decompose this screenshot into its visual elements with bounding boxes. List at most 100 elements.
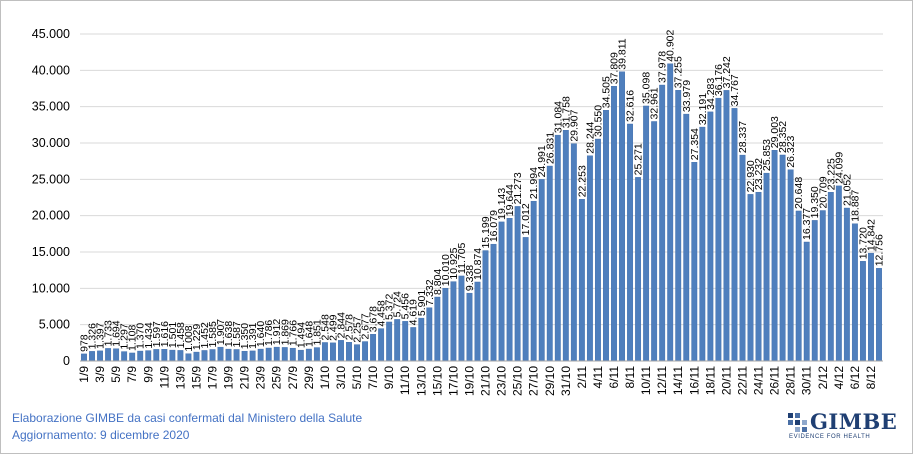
- data-label: 24.991: [536, 145, 548, 177]
- bar: [859, 261, 866, 362]
- x-tick-label: 29/9: [302, 366, 316, 390]
- bar: [193, 351, 200, 362]
- bar: [129, 352, 136, 362]
- data-label: 1.370: [135, 323, 147, 349]
- data-label: 1.501: [167, 322, 179, 348]
- bar: [811, 220, 818, 362]
- bar: [771, 150, 778, 362]
- x-tick-label: 8/11: [623, 366, 637, 389]
- data-label: 39.811: [617, 38, 629, 69]
- data-label: 31.758: [560, 96, 572, 128]
- bar: [450, 281, 457, 362]
- bar: [185, 353, 192, 362]
- x-tick-label: 2/12: [816, 366, 830, 390]
- bar: [169, 349, 176, 362]
- x-tick-label: 25/9: [270, 366, 284, 390]
- data-label: 1.326: [87, 323, 99, 349]
- bar: [747, 194, 754, 362]
- y-tick-label: 10.000: [32, 281, 70, 295]
- data-label: 16.079: [488, 210, 500, 242]
- x-tick-label: 8/12: [864, 366, 878, 390]
- data-label: 16.377: [801, 208, 813, 240]
- x-tick-label: 4/11: [591, 366, 605, 389]
- data-label: 5.372: [384, 294, 396, 320]
- x-tick-label: 7/10: [366, 366, 380, 390]
- data-label: 27.354: [689, 128, 701, 160]
- bar: [876, 268, 882, 362]
- x-tick-label: 16/11: [687, 366, 701, 395]
- bar: [578, 199, 585, 362]
- data-label: 1.587: [231, 321, 243, 347]
- data-label: 1.434: [143, 322, 155, 348]
- bar: [386, 321, 393, 362]
- y-tick-label: 15.000: [32, 245, 70, 259]
- data-label: 1.733: [103, 320, 115, 346]
- bar: [289, 347, 296, 362]
- x-tick-label: 14/11: [671, 366, 685, 395]
- data-label: 1.786: [263, 320, 275, 346]
- x-tick-label: 13/9: [173, 366, 187, 390]
- x-tick-label: 24/11: [752, 366, 766, 395]
- data-label: 1.851: [311, 319, 323, 345]
- data-label: 21.052: [841, 174, 853, 206]
- data-label: 40.902: [665, 30, 677, 62]
- x-tick-label: 26/11: [768, 366, 782, 395]
- x-tick-label: 17/10: [446, 366, 460, 396]
- x-tick-label: 5/9: [109, 366, 123, 383]
- data-label: 2.578: [344, 314, 356, 340]
- data-label: 17.012: [520, 203, 532, 235]
- bar: [707, 111, 714, 362]
- data-label: 22.253: [576, 165, 588, 197]
- bar: [313, 347, 320, 362]
- bar: [755, 191, 762, 362]
- bar: [546, 165, 553, 362]
- bar: [281, 347, 288, 362]
- x-tick-label: 11/10: [398, 366, 412, 395]
- data-label: 32.616: [625, 90, 637, 122]
- data-label: 19.350: [809, 186, 821, 218]
- x-tick-label: 29/10: [543, 366, 557, 396]
- y-tick-label: 5.000: [39, 318, 70, 332]
- bar: [595, 138, 601, 362]
- bar: [699, 126, 706, 362]
- data-labels: 9781.3261.3971.7331.6941.2971.1081.3701.…: [79, 30, 886, 352]
- bar: [474, 281, 481, 362]
- bar: [145, 350, 152, 362]
- data-label: 28.352: [777, 121, 789, 153]
- update-line: Aggiornamento: 9 dicembre 2020: [12, 428, 190, 442]
- bar: [362, 341, 368, 362]
- data-label: 33.979: [681, 80, 693, 112]
- gridlines: [80, 33, 883, 362]
- bar: [137, 350, 144, 362]
- x-tick-label: 11/9: [157, 366, 171, 389]
- x-tick-label: 22/11: [735, 366, 749, 395]
- bar: [394, 319, 401, 362]
- bar: [763, 172, 770, 362]
- bar: [257, 348, 264, 362]
- y-tick-label: 40.000: [32, 63, 70, 77]
- bar: [843, 207, 850, 362]
- bar: [153, 349, 160, 362]
- data-label: 23.232: [753, 158, 765, 190]
- bar: [651, 121, 658, 362]
- data-label: 37.978: [657, 51, 669, 83]
- data-label: 2.844: [335, 312, 347, 338]
- data-label: 1.616: [159, 321, 171, 347]
- data-label: 1.297: [119, 323, 131, 349]
- bar: [354, 344, 360, 362]
- bar: [506, 218, 513, 362]
- bar: [723, 90, 730, 362]
- bar: [249, 350, 256, 362]
- x-axis-ticks: 1/9 3/9 5/9 7/9 9/9 11/9 13/9 15/9 17/9 19/9 21/9 2…: [77, 366, 878, 396]
- data-label: 1.585: [207, 321, 219, 347]
- y-tick-label: 30.000: [32, 136, 70, 150]
- data-label: 12.756: [873, 234, 885, 266]
- x-tick-label: 21/10: [479, 366, 493, 396]
- data-label: 34.283: [705, 78, 717, 110]
- x-tick-label: 18/11: [703, 366, 717, 395]
- x-tick-label: 6/12: [848, 366, 862, 390]
- data-label: 34.505: [600, 76, 612, 108]
- data-label: 30.550: [592, 105, 604, 137]
- x-tick-label: 21/9: [238, 366, 252, 390]
- data-label: 1.458: [175, 322, 187, 348]
